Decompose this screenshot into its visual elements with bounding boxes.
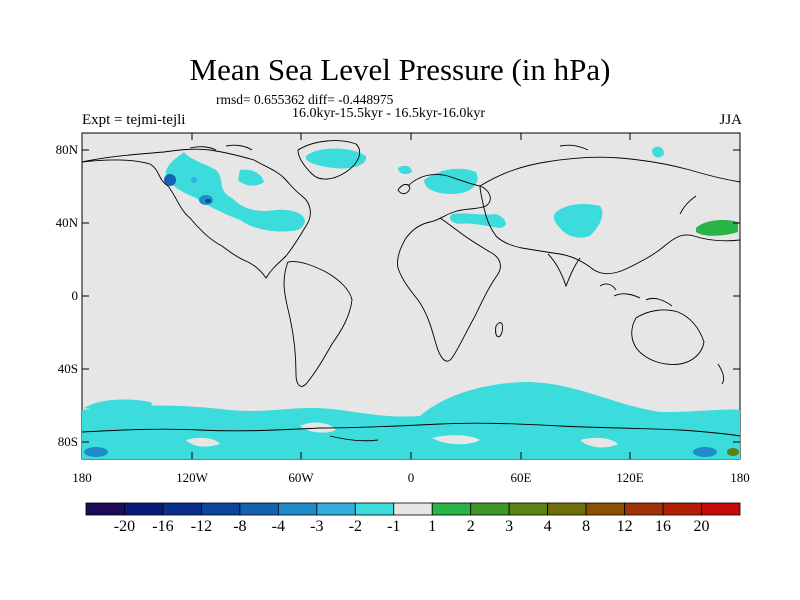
colorbar-label-12: 8 [582, 518, 591, 535]
map-title: Mean Sea Level Pressure (in hPa) [189, 52, 611, 87]
colorbar-label-10: 3 [505, 518, 514, 535]
strong-negative-spots [84, 174, 717, 457]
lat-label-80n: 80N [55, 142, 78, 157]
colorbar-label-11: 4 [543, 518, 552, 535]
mediterranean-patch [450, 213, 506, 228]
lat-label-40s: 40S [57, 361, 78, 376]
colorbar-swatch-8 [393, 502, 433, 516]
north-pacific-positive [696, 220, 738, 236]
colorbar-swatch-15 [662, 502, 702, 516]
colorbar-label-6: -2 [348, 518, 362, 535]
lon-label-180w: 180 [72, 470, 92, 485]
colorbar-swatch-11 [508, 502, 549, 516]
colorbar-label-4: -4 [271, 518, 285, 535]
experiment-label: Expt = tejmi-tejli [82, 112, 186, 128]
season-label: JJA [719, 112, 742, 128]
hudson-patch [238, 169, 264, 186]
lon-label-60w: 60W [288, 470, 314, 485]
colorbar-swatch-6 [316, 502, 356, 516]
negative-anomaly-regions [82, 146, 740, 459]
colorbar-label-1: -16 [152, 518, 174, 535]
colorbar-swatch-13 [585, 502, 625, 516]
lon-label-60e: 60E [510, 470, 532, 485]
colorbar-label-14: 16 [655, 518, 672, 535]
south-pacific-patch [84, 399, 152, 412]
colorbar-label-3: -8 [233, 518, 247, 535]
positive-anomaly-regions [696, 220, 739, 456]
southern-ocean-band [82, 382, 740, 459]
lon-label-120e: 120E [616, 470, 644, 485]
colorbar-swatch-7 [354, 502, 395, 516]
colorbar-swatch-3 [201, 502, 241, 516]
period-text: 16.0kyr-15.5kyr - 16.5kyr-16.0kyr [292, 106, 486, 121]
lat-label-80s: 80S [57, 434, 78, 449]
colorbar-swatch-1 [124, 502, 164, 516]
colorbar-label-8: 1 [428, 518, 437, 535]
colorbar-label-15: 20 [693, 518, 710, 535]
central-asia-patch [553, 204, 603, 238]
colorbar [85, 502, 741, 516]
colorbar-swatch-16 [701, 502, 741, 516]
colorbar-swatch-0 [85, 502, 125, 516]
colorbar-swatch-2 [162, 502, 202, 516]
colorbar-label-13: 12 [616, 518, 633, 535]
colorbar-swatch-5 [277, 502, 318, 516]
lat-label-0: 0 [71, 288, 79, 303]
colorbar-swatch-14 [624, 502, 664, 516]
colorbar-label-9: 2 [466, 518, 475, 535]
north-america-patch [165, 152, 305, 232]
coastlines [81, 140, 741, 442]
colorbar-label-7: -1 [387, 518, 401, 535]
colorbar-swatch-12 [547, 502, 587, 516]
colorbar-swatch-9 [431, 502, 472, 516]
iceland-patch [398, 165, 412, 175]
lon-label-180e: 180 [730, 470, 750, 485]
southern-band-holes [186, 422, 618, 448]
colorbar-swatch-4 [239, 502, 279, 516]
stats-text: rmsd= 0.655362 diff= -0.448975 [216, 92, 394, 107]
colorbar-swatch-10 [470, 502, 510, 516]
lon-label-120w: 120W [176, 470, 208, 485]
colorbar-label-5: -3 [310, 518, 324, 535]
lon-label-0: 0 [407, 470, 415, 485]
lat-label-40n: 40N [55, 215, 78, 230]
axis-ticks [82, 133, 740, 459]
scandinavia-patch [424, 168, 478, 194]
arctic-patch [652, 146, 664, 158]
colorbar-label-0: -20 [113, 518, 136, 535]
greenland-patch [305, 148, 367, 169]
colorbar-label-2: -12 [190, 518, 213, 535]
